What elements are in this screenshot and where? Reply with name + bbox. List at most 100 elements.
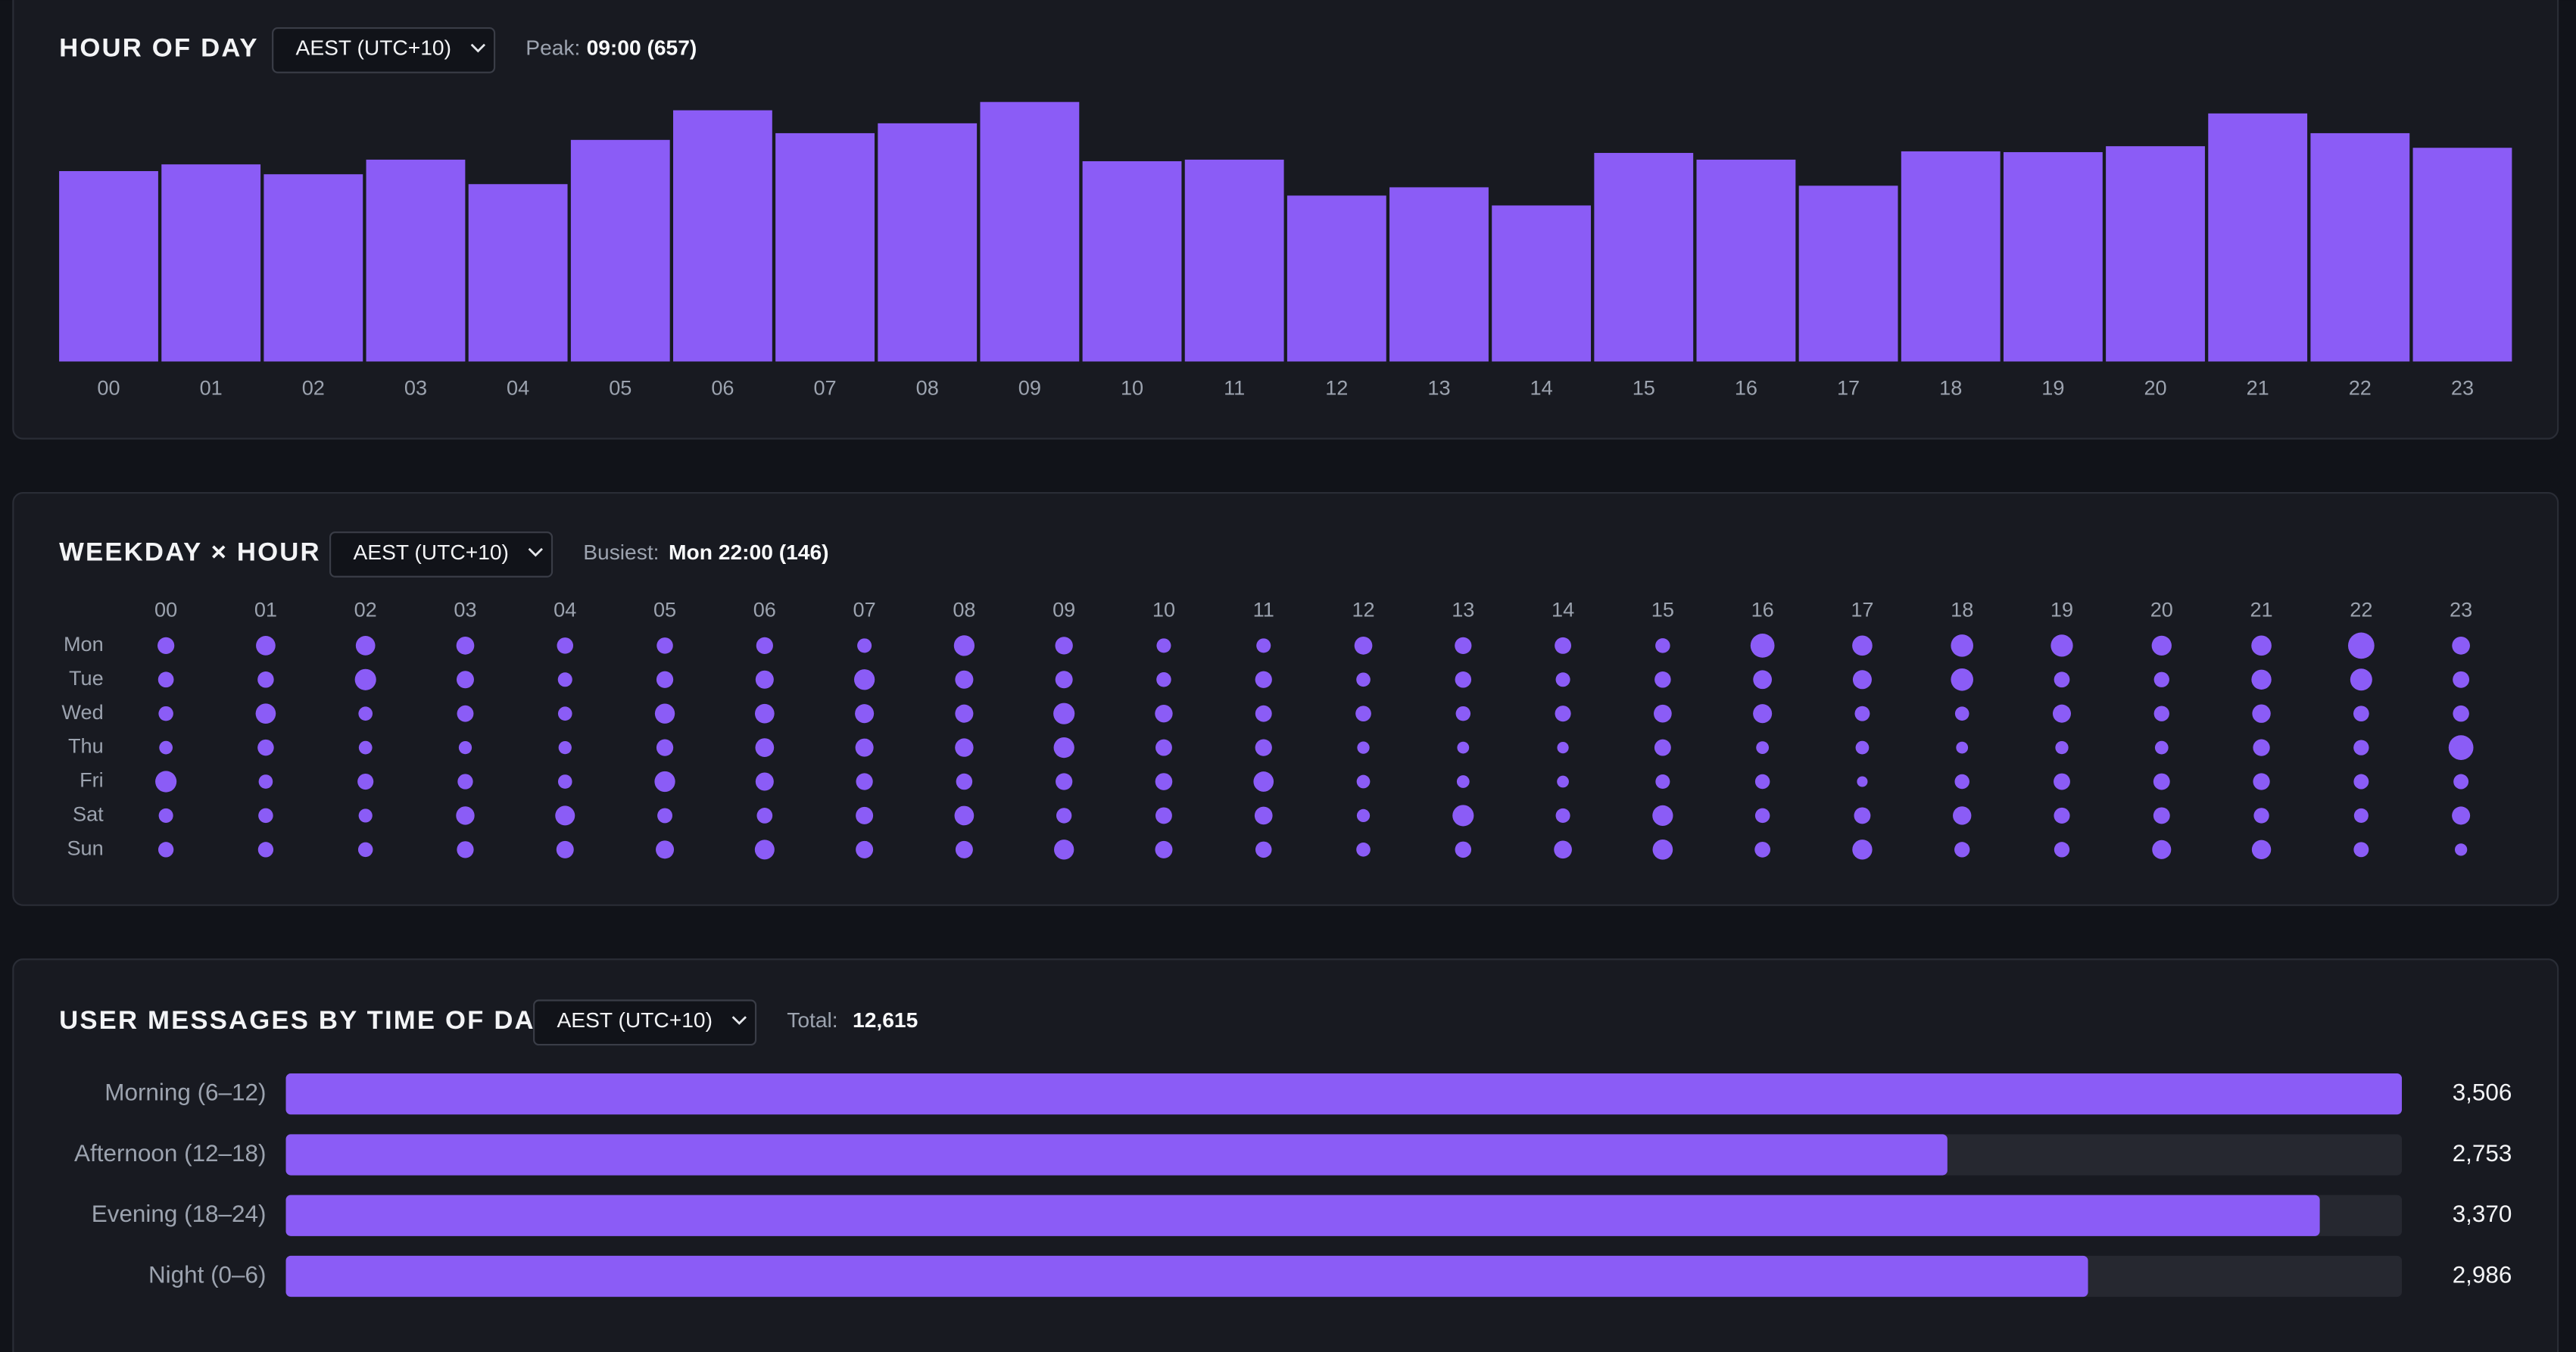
dot bbox=[2253, 739, 2270, 756]
dot bbox=[2153, 706, 2169, 721]
x-tick-label: 08 bbox=[953, 597, 975, 621]
dot bbox=[1053, 702, 1075, 724]
dropdown-chevron bbox=[731, 1016, 747, 1025]
dot bbox=[657, 808, 672, 824]
dot bbox=[456, 637, 475, 655]
bar bbox=[775, 132, 875, 362]
dot bbox=[456, 806, 475, 825]
dot bbox=[1654, 671, 1671, 688]
bar bbox=[878, 123, 978, 362]
dot bbox=[158, 808, 173, 823]
dot bbox=[2154, 740, 2169, 755]
dot bbox=[656, 840, 675, 859]
timezone-dropdown[interactable] bbox=[329, 531, 554, 578]
x-tick-label: 11 bbox=[1253, 597, 1274, 621]
row-label: Thu bbox=[68, 734, 104, 758]
bar bbox=[1184, 159, 1284, 362]
bar bbox=[264, 174, 363, 362]
dot bbox=[1956, 741, 1969, 754]
dot bbox=[1555, 672, 1570, 687]
x-tick-label: 04 bbox=[554, 597, 576, 621]
dot bbox=[1756, 741, 1770, 754]
dot bbox=[2153, 773, 2170, 790]
x-tick-label: 04 bbox=[507, 376, 529, 400]
summary-label: Total: bbox=[787, 1008, 837, 1032]
bar bbox=[2208, 113, 2308, 362]
dot bbox=[654, 771, 675, 793]
x-tick-label: 23 bbox=[2450, 597, 2472, 621]
x-tick-label: 21 bbox=[2247, 376, 2269, 400]
x-tick-label: 22 bbox=[2349, 376, 2372, 400]
bar bbox=[980, 101, 1080, 362]
bar bbox=[1492, 205, 1592, 362]
dot bbox=[2055, 740, 2069, 755]
dot bbox=[557, 774, 572, 789]
dot bbox=[1056, 808, 1072, 824]
bar bbox=[1286, 195, 1386, 362]
bar bbox=[285, 1255, 2088, 1297]
row-label: Wed bbox=[61, 700, 103, 724]
dot bbox=[1854, 807, 1871, 824]
dot bbox=[2453, 705, 2469, 722]
timezone-dropdown[interactable] bbox=[272, 26, 496, 73]
dot bbox=[1255, 739, 1272, 756]
dot bbox=[155, 771, 177, 793]
bar bbox=[2106, 146, 2205, 362]
bar bbox=[366, 159, 466, 362]
timezone-dropdown[interactable] bbox=[533, 999, 757, 1046]
dot bbox=[1356, 774, 1371, 789]
dot bbox=[2051, 634, 2073, 657]
dot bbox=[2153, 671, 2169, 687]
bar bbox=[161, 164, 261, 362]
timezone-label: AEST (UTC+10) bbox=[296, 36, 451, 60]
summary-value: 09:00 (657) bbox=[587, 36, 697, 60]
dot bbox=[556, 840, 574, 858]
x-tick-label: 22 bbox=[2350, 597, 2372, 621]
dot bbox=[1254, 806, 1273, 825]
x-tick-label: 07 bbox=[853, 597, 876, 621]
dot bbox=[1557, 775, 1569, 788]
dot bbox=[1852, 840, 1873, 860]
dot bbox=[855, 738, 874, 757]
dot bbox=[2054, 842, 2070, 858]
dot bbox=[955, 670, 974, 689]
dot bbox=[1554, 840, 1572, 859]
dot bbox=[1156, 672, 1171, 687]
dot bbox=[1852, 635, 1873, 656]
dot bbox=[755, 670, 774, 689]
x-tick-label: 05 bbox=[609, 376, 632, 400]
dot bbox=[2453, 671, 2470, 688]
dot bbox=[955, 840, 973, 858]
dot bbox=[2452, 637, 2470, 655]
dot bbox=[557, 637, 574, 654]
x-tick-label: 18 bbox=[1951, 597, 1973, 621]
dot bbox=[756, 637, 773, 654]
dot bbox=[1753, 670, 1773, 690]
x-tick-label: 03 bbox=[404, 376, 427, 400]
dot bbox=[557, 672, 572, 687]
x-tick-label: 06 bbox=[753, 597, 776, 621]
dot bbox=[1255, 671, 1272, 688]
dot bbox=[2152, 840, 2172, 859]
dot bbox=[1357, 741, 1370, 754]
dot bbox=[2151, 635, 2172, 656]
section-title: WEEKDAY × HOUR bbox=[59, 538, 321, 567]
category-label: Afternoon (12–18) bbox=[74, 1140, 266, 1167]
summary-value: 12,615 bbox=[853, 1008, 918, 1032]
dot bbox=[1054, 840, 1074, 860]
dot bbox=[258, 808, 273, 824]
x-tick-label: 00 bbox=[97, 376, 120, 400]
dot bbox=[1951, 668, 1974, 691]
dropdown-chevron bbox=[470, 43, 486, 53]
dot bbox=[2251, 840, 2272, 860]
x-tick-label: 20 bbox=[2144, 376, 2166, 400]
bar bbox=[1082, 160, 1182, 362]
dot bbox=[1655, 638, 1670, 653]
dot bbox=[1954, 774, 1969, 790]
dot bbox=[1555, 637, 1572, 654]
dot bbox=[457, 705, 474, 722]
dot bbox=[1954, 706, 1969, 721]
x-tick-label: 16 bbox=[1735, 376, 1757, 400]
summary-label: Busiest: bbox=[583, 540, 659, 564]
dot bbox=[755, 738, 775, 757]
